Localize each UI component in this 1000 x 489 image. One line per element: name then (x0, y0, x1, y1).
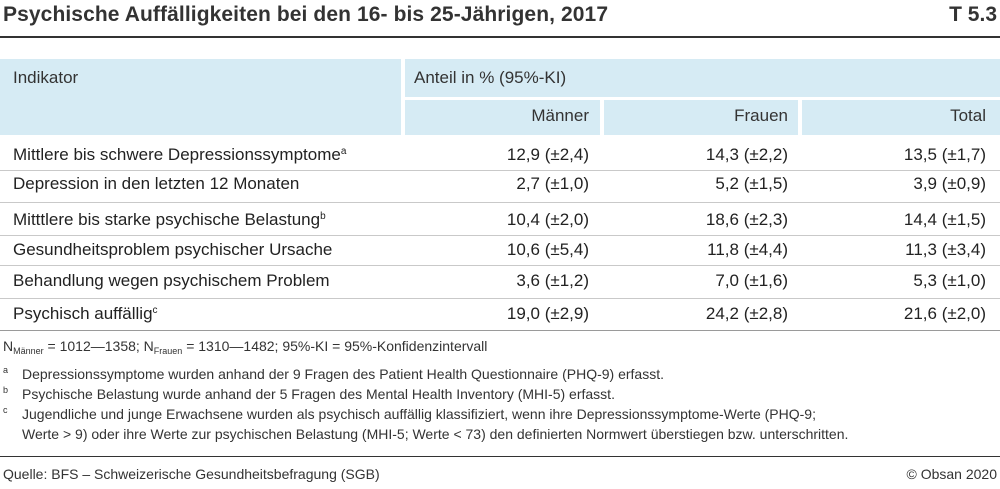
copyright-note: © Obsan 2020 (906, 466, 998, 482)
table-cell: 5,2 (±1,5) (715, 174, 788, 193)
row-divider (0, 298, 1000, 299)
header-column-divider (600, 97, 604, 135)
table-row-label: Psychisch auffälligc (13, 304, 158, 323)
indicator-header: Indikator (13, 68, 79, 87)
table-cell: 3,6 (±1,2) (516, 271, 589, 290)
footnote-ref: a (340, 146, 347, 157)
table-cell: 11,8 (±4,4) (707, 240, 788, 259)
table-cell: 24,2 (±2,8) (705, 304, 788, 323)
sample-size-note: NMänner = 1012—1358; NFrauen = 1310—1482… (3, 338, 488, 356)
column-header-women: Frauen (734, 106, 788, 125)
footnote-ref: c (152, 305, 158, 316)
table-row-label: Mitttlere bis starke psychische Belastun… (13, 210, 326, 229)
table-cell: 5,3 (±1,0) (913, 271, 986, 290)
row-divider (0, 235, 1000, 236)
column-header-total: Total (950, 106, 986, 125)
top-rule (0, 36, 1000, 38)
footnote-mark: b (3, 385, 9, 395)
table-header-row-2 (0, 97, 1000, 135)
footnote-ref: b (320, 211, 326, 222)
row-divider (0, 265, 1000, 266)
title-bar: Psychische Auffälligkeiten bei den 16- b… (0, 0, 1000, 38)
footnote-text: Depressionssymptome wurden anhand der 9 … (22, 366, 664, 382)
row-divider (0, 170, 1000, 171)
table-cell: 2,7 (±1,0) (516, 174, 589, 193)
page-title: Psychische Auffälligkeiten bei den 16- b… (3, 3, 609, 26)
table-cell: 14,3 (±2,2) (705, 145, 788, 164)
table-cell: 12,9 (±2,4) (506, 145, 589, 164)
footnote-text: Jugendliche und junge Erwachsene wurden … (22, 406, 816, 422)
table-bottom-rule (0, 330, 1000, 331)
header-row-divider (405, 97, 1000, 100)
share-header: Anteil in % (95%-KI) (414, 68, 567, 87)
bottom-rule (0, 456, 1000, 457)
footnote-mark: c (3, 405, 8, 415)
column-header-men: Männer (531, 106, 589, 125)
table-id: T 5.3 (949, 3, 997, 26)
table-row-label: Behandlung wegen psychischem Problem (13, 271, 330, 290)
table-row-label: Mittlere bis schwere Depressionssymptome… (13, 145, 347, 164)
table-cell: 10,4 (±2,0) (506, 210, 589, 229)
table-cell: 7,0 (±1,6) (715, 271, 788, 290)
table-cell: 10,6 (±5,4) (506, 240, 589, 259)
table-row-label: Depression in den letzten 12 Monaten (13, 174, 300, 193)
header-column-divider (401, 59, 405, 135)
table-cell: 13,5 (±1,7) (903, 145, 986, 164)
table-row-label: Gesundheitsproblem psychischer Ursache (13, 240, 333, 259)
table-cell: 21,6 (±2,0) (903, 304, 986, 323)
table-cell: 19,0 (±2,9) (506, 304, 589, 323)
table-cell: 11,3 (±3,4) (905, 240, 986, 259)
row-divider (0, 202, 1000, 203)
table-header-row-1 (0, 59, 1000, 97)
table-cell: 18,6 (±2,3) (705, 210, 788, 229)
footnote-text: Werte > 9) oder ihre Werte zur psychisch… (22, 426, 849, 442)
header-column-divider (798, 97, 802, 135)
table-cell: 14,4 (±1,5) (903, 210, 986, 229)
footnote-mark: a (3, 365, 9, 375)
table-cell: 3,9 (±0,9) (913, 174, 986, 193)
source-note: Quelle: BFS – Schweizerische Gesundheits… (3, 466, 380, 482)
footnote-text: Psychische Belastung wurde anhand der 5 … (22, 386, 615, 402)
